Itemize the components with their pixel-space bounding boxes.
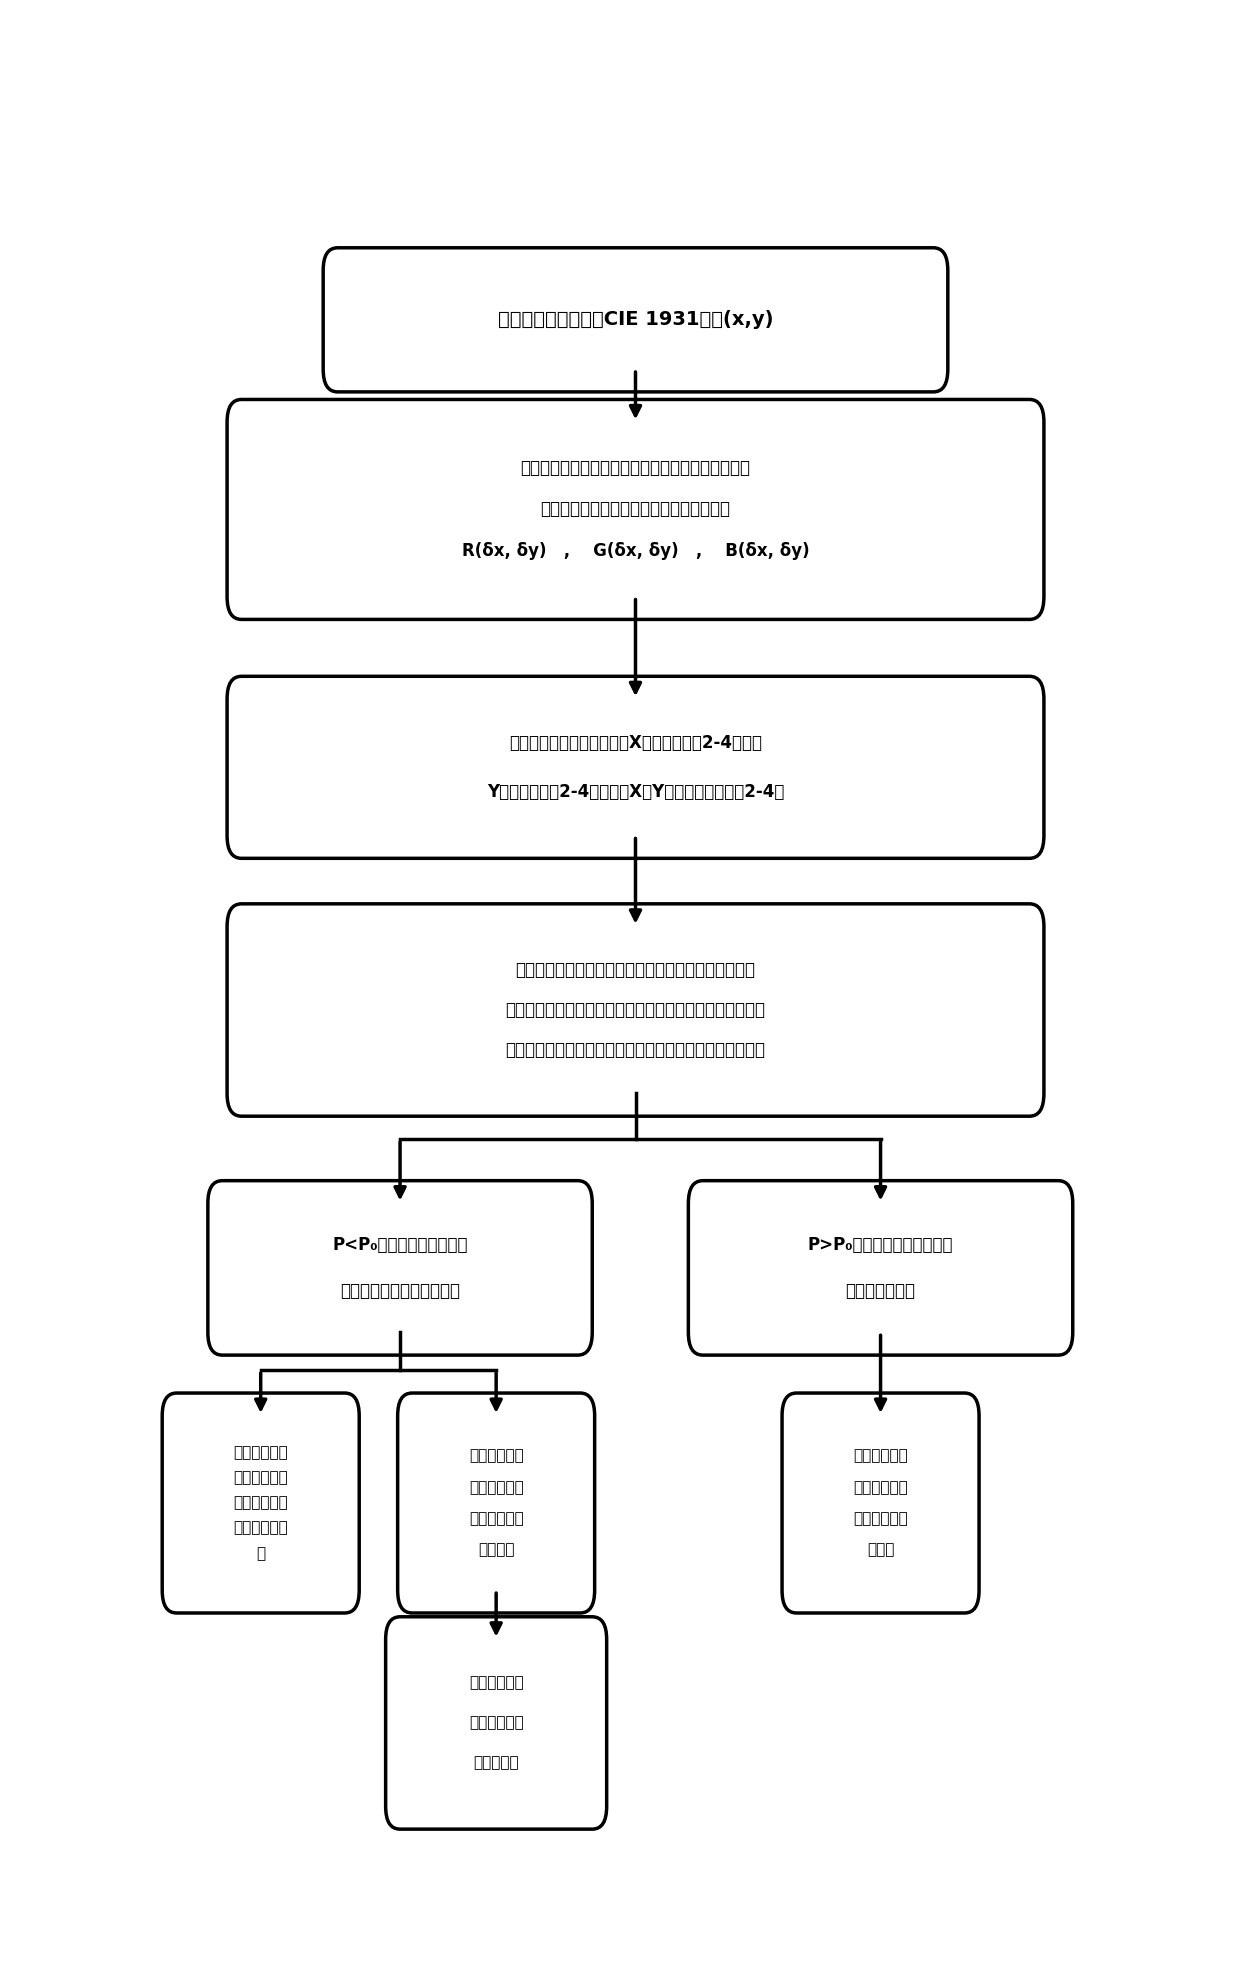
Text: 充分混编: 充分混编 — [477, 1543, 515, 1558]
Text: P<P₀芯片称为散档，根据: P<P₀芯片称为散档，根据 — [332, 1235, 467, 1253]
Text: P>P₀的芯片同档位内的放置: P>P₀的芯片同档位内的放置 — [807, 1235, 954, 1253]
FancyBboxPatch shape — [398, 1393, 595, 1613]
FancyBboxPatch shape — [208, 1180, 593, 1355]
Text: 分混合摆拼合: 分混合摆拼合 — [233, 1495, 288, 1511]
FancyBboxPatch shape — [324, 248, 947, 392]
Text: 使用，色纯度: 使用，色纯度 — [853, 1479, 908, 1495]
Text: 基色每个档位内发光芯片数量占发光芯片整体数量的比例：: 基色每个档位内发光芯片数量占发光芯片整体数量的比例： — [506, 1040, 765, 1060]
Text: 在同一张基膜上: 在同一张基膜上 — [846, 1282, 915, 1300]
Text: 档: 档 — [257, 1546, 265, 1560]
Text: 将和主档位靠: 将和主档位靠 — [469, 1448, 523, 1464]
Text: 的发光芯片充: 的发光芯片充 — [233, 1470, 288, 1485]
Text: 不同档位分开: 不同档位分开 — [469, 1674, 523, 1690]
Text: 显示屏: 显示屏 — [867, 1543, 894, 1558]
Text: 测量红、绿、蓝基色CIE 1931坐标(x,y): 测量红、绿、蓝基色CIE 1931坐标(x,y) — [497, 311, 774, 329]
FancyBboxPatch shape — [688, 1180, 1073, 1355]
Text: 根据色度学理论结合麦克亚当的颜色椭圆宽容量范围: 根据色度学理论结合麦克亚当的颜色椭圆宽容量范围 — [521, 459, 750, 477]
FancyBboxPatch shape — [227, 904, 1044, 1117]
Text: 低端显示屏: 低端显示屏 — [474, 1755, 520, 1771]
Text: 近的散档合并: 近的散档合并 — [469, 1479, 523, 1495]
Text: 档位内；并对单档位内的芯片进行充分的混合摆拼。统计三: 档位内；并对单档位内的芯片进行充分的混合摆拼。统计三 — [506, 1001, 765, 1018]
Text: 每颗发光芯片根据其色坐标不同，规划到其相应的标准: 每颗发光芯片根据其色坐标不同，规划到其相应的标准 — [516, 961, 755, 979]
Text: 不同档位分开: 不同档位分开 — [853, 1448, 908, 1464]
Text: 使用，适合中: 使用，适合中 — [469, 1716, 523, 1730]
Text: 到主档位内并: 到主档位内并 — [469, 1511, 523, 1527]
Text: 并归入合并散: 并归入合并散 — [233, 1521, 288, 1537]
Text: 档位划定标准为各个颜色的X坐标方向扩大2-4倍或者: 档位划定标准为各个颜色的X坐标方向扩大2-4倍或者 — [508, 733, 763, 753]
Text: 其所处位置有两种处理方式: 其所处位置有两种处理方式 — [340, 1282, 460, 1300]
Text: R(δx, δy)   ,    G(δx, δy)   ,    B(δx, δy): R(δx, δy) , G(δx, δy) , B(δx, δy) — [461, 542, 810, 559]
FancyBboxPatch shape — [782, 1393, 980, 1613]
Text: 计算得出人眼恰可识别的三基色色坐标范围: 计算得出人眼恰可识别的三基色色坐标范围 — [541, 500, 730, 518]
FancyBboxPatch shape — [162, 1393, 360, 1613]
Text: 将多个散档内: 将多个散档内 — [233, 1446, 288, 1460]
FancyBboxPatch shape — [386, 1617, 606, 1828]
FancyBboxPatch shape — [227, 676, 1044, 859]
FancyBboxPatch shape — [227, 400, 1044, 619]
Text: 高，适合高端: 高，适合高端 — [853, 1511, 908, 1527]
Text: Y方向坐标扩大2-4倍，或者X、Y坐标方向同时扩大2-4倍: Y方向坐标扩大2-4倍，或者X、Y坐标方向同时扩大2-4倍 — [487, 782, 784, 802]
